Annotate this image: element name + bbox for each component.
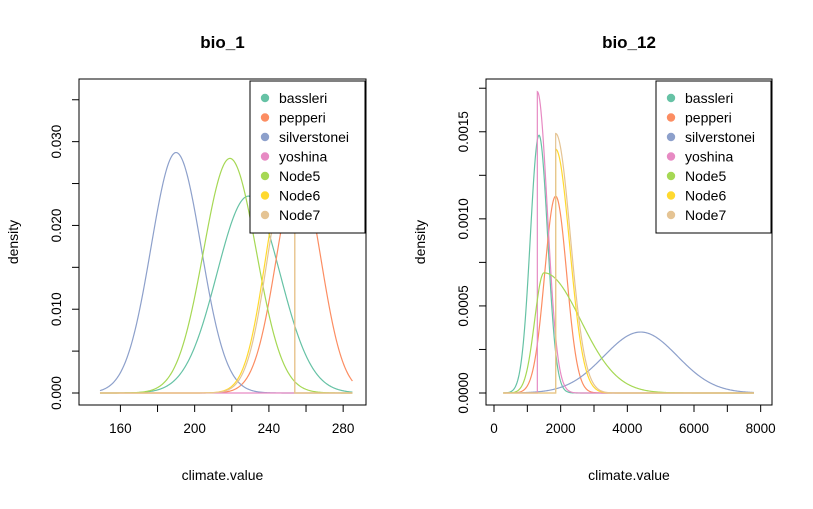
x-axis-label: climate.value xyxy=(588,467,670,483)
y-tick-label: 0.0010 xyxy=(456,198,471,239)
plot-frame xyxy=(485,78,773,406)
x-axis-label: climate.value xyxy=(182,467,264,483)
legend-marker-node6 xyxy=(666,191,676,200)
legend-label-bassleri: bassleri xyxy=(685,90,733,106)
x-tick-label: 4000 xyxy=(612,421,642,436)
legend-label-bassleri: bassleri xyxy=(279,90,327,106)
legend-marker-yoshina xyxy=(260,152,270,161)
x-tick-label: 200 xyxy=(183,421,206,436)
legend-label-yoshina: yoshina xyxy=(685,149,733,165)
legend-marker-node7 xyxy=(666,210,676,220)
panel-bio-1: bio_1 160 200 240 280 0.000 0.010 0.020 0.030 cli… xyxy=(5,33,367,483)
y-tick-label: 0.0005 xyxy=(456,285,471,326)
y-tick-label: 0.030 xyxy=(49,125,64,159)
legend-marker-bassleri xyxy=(666,93,676,103)
legend-marker-node5 xyxy=(666,171,676,181)
legend-marker-yoshina xyxy=(666,152,676,161)
series-line-node5 xyxy=(99,157,353,394)
y-tick-label: 0.0015 xyxy=(456,111,471,152)
y-tick-label: 0.020 xyxy=(49,209,64,243)
y-tick-label: 0.000 xyxy=(49,376,64,410)
legend-marker-silverstonei xyxy=(260,132,270,142)
x-tick-label: 2000 xyxy=(546,421,576,436)
y-axis-label: density xyxy=(5,220,21,264)
legend-label-node7: Node7 xyxy=(685,207,726,223)
legend-label-yoshina: yoshina xyxy=(279,149,327,165)
x-tick-label: 160 xyxy=(109,421,132,436)
legend-marker-node7 xyxy=(260,210,270,220)
series-line-node7 xyxy=(503,132,754,394)
legend-label-silverstonei: silverstonei xyxy=(685,129,755,145)
legend-marker-node5 xyxy=(260,171,270,181)
y-axis-label: density xyxy=(412,220,428,264)
x-tick-label: 8000 xyxy=(746,421,776,436)
legend-marker-pepperi xyxy=(260,113,270,122)
series-line-node5 xyxy=(503,272,754,394)
legend-label-node5: Node5 xyxy=(279,168,320,184)
plot-frame xyxy=(78,78,367,406)
legend-label-node7: Node7 xyxy=(279,207,320,223)
series-line-node7 xyxy=(99,174,353,394)
chart-title: bio_12 xyxy=(602,33,656,52)
x-tick-label: 0 xyxy=(490,421,498,436)
x-tick-label: 240 xyxy=(258,421,281,436)
legend-marker-node6 xyxy=(260,191,270,200)
series-line-silverstonei xyxy=(503,331,755,394)
legend-label-silverstonei: silverstonei xyxy=(279,129,349,145)
series-group xyxy=(503,90,755,394)
chart-title: bio_1 xyxy=(200,33,244,52)
x-tick-label: 6000 xyxy=(679,421,709,436)
legend-marker-bassleri xyxy=(260,93,270,103)
legend-marker-pepperi xyxy=(666,113,676,122)
legend-label-pepperi: pepperi xyxy=(685,110,732,126)
y-tick-label: 0.0000 xyxy=(456,372,471,413)
legend-label-pepperi: pepperi xyxy=(279,110,326,126)
legend-marker-silverstonei xyxy=(666,132,676,142)
legend-label-node6: Node6 xyxy=(279,188,320,204)
legend-label-node6: Node6 xyxy=(685,188,726,204)
legend-label-node5: Node5 xyxy=(685,168,726,184)
y-tick-label: 0.010 xyxy=(49,292,64,326)
panel-bio-12: bio_12 0 2000 4000 6000 8000 0.0000 0.0005 0.001… xyxy=(412,33,776,483)
x-tick-label: 280 xyxy=(332,421,355,436)
